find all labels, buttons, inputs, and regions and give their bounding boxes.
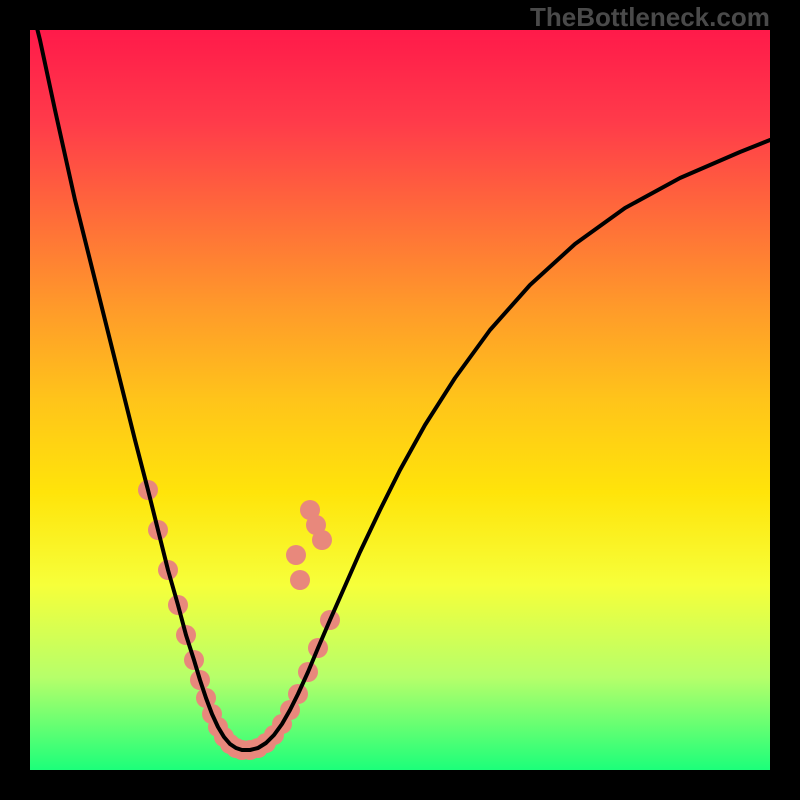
marker-dot (312, 530, 332, 550)
v-curve (30, 0, 770, 750)
chart-svg (0, 0, 800, 800)
chart-frame: TheBottleneck.com (0, 0, 800, 800)
marker-dot (290, 570, 310, 590)
markers-group (138, 480, 340, 760)
marker-dot (286, 545, 306, 565)
